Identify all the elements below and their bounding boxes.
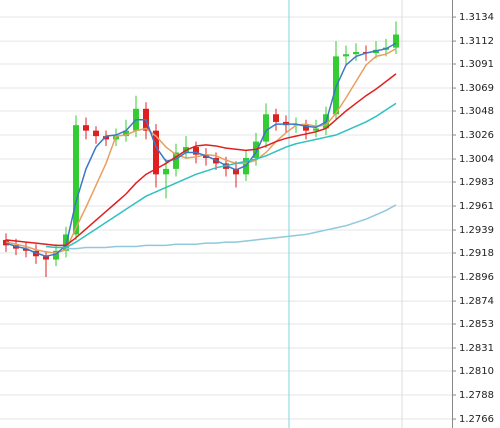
y-tick-label: 1.2874: [459, 296, 494, 307]
candle-body: [233, 168, 239, 175]
y-tick-label: 1.3048: [459, 106, 494, 117]
y-tick-label: 1.3134: [459, 12, 494, 23]
candle-body: [303, 124, 309, 131]
y-tick-label: 1.2939: [459, 225, 494, 236]
candle-body: [173, 152, 179, 169]
candle-body: [123, 130, 129, 137]
y-tick-label: 1.2853: [459, 319, 494, 330]
y-tick-label: 1.2961: [459, 201, 494, 212]
y-tick-label: 1.2831: [459, 343, 494, 354]
y-tick-label: 1.2810: [459, 366, 494, 377]
moving-average-line: [5, 42, 397, 258]
y-tick-label: 1.3026: [459, 130, 494, 141]
y-tick-label: 1.2918: [459, 248, 494, 259]
plot-area: [3, 21, 399, 278]
y-tick-label: 1.2766: [459, 414, 494, 425]
candle-body: [43, 256, 49, 260]
candle-body: [23, 248, 29, 251]
moving-average-line: [45, 102, 397, 249]
y-tick-label: 1.3112: [459, 36, 494, 47]
moving-average-line: [5, 73, 397, 247]
y-tick-label: 1.3004: [459, 154, 494, 165]
y-tick-label: 1.2896: [459, 272, 494, 283]
candle-body: [53, 250, 59, 260]
y-tick-label: 1.3069: [459, 83, 494, 94]
moving-average-line: [66, 204, 397, 250]
candle-body: [273, 114, 279, 122]
candle-body: [343, 54, 349, 57]
candle-body: [353, 51, 359, 55]
y-tick-label: 1.3091: [459, 59, 494, 70]
axis-labels: 1.3134 1.3112 1.3091 1.3069 1.3048 1.3026 1.30…: [452, 12, 494, 425]
candle-body: [263, 114, 269, 142]
candle-body: [163, 168, 169, 175]
candle-body: [103, 136, 109, 140]
moving-average-line: [5, 48, 397, 254]
candle-body: [313, 128, 319, 131]
candle-body: [393, 34, 399, 48]
candle-body: [193, 147, 199, 155]
candle-body: [83, 125, 89, 131]
y-tick-label: 1.2788: [459, 390, 494, 401]
candle-body: [153, 130, 159, 175]
candle-body: [73, 125, 79, 235]
y-tick-label: 1.2983: [459, 177, 494, 188]
candle-body: [93, 130, 99, 137]
